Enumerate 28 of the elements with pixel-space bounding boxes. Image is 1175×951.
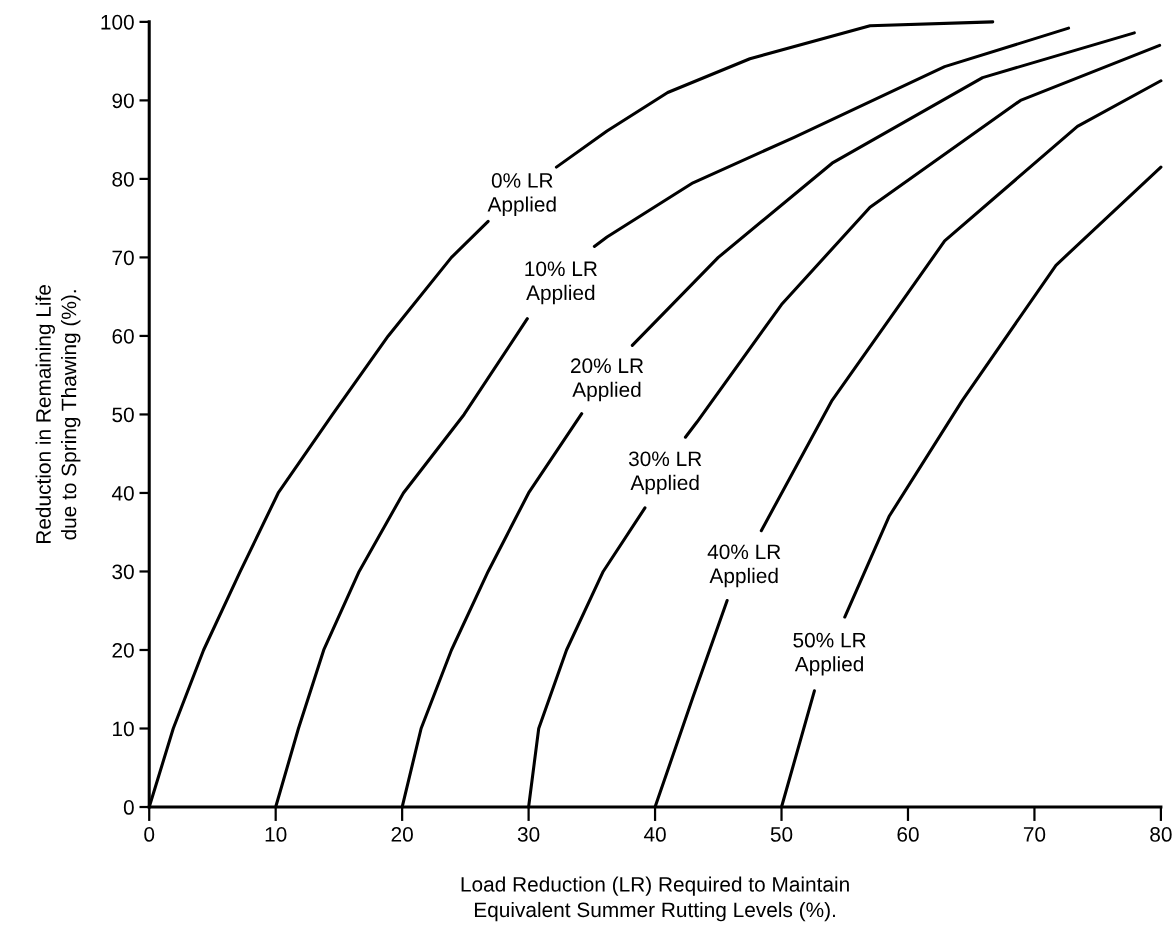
x-tick-label: 0 [144, 827, 155, 842]
y-tick-label: 80 [112, 171, 134, 187]
x-axis-title: Load Reduction (LR) Required to Maintain Equivalent Summer Rutting Levels (%). [461, 876, 849, 922]
annotation: 40% LR Applied [707, 544, 781, 588]
annotation: 0% LR Applied [487, 173, 556, 216]
y-tick-label: 20 [112, 642, 134, 658]
y-tick-label: 40 [111, 485, 134, 501]
y-tick-label: 0 [123, 800, 134, 815]
x-tick-label: 40 [643, 827, 666, 842]
x-tick-label: 30 [517, 827, 540, 842]
y-tick-label: 90 [112, 93, 134, 109]
annotation: 50% LR Applied [793, 632, 866, 676]
x-tick-label: 70 [1023, 827, 1046, 842]
annotation: 10% LR Applied [525, 261, 597, 305]
x-tick-label: 10 [265, 827, 287, 842]
y-tick-label: 50 [112, 407, 134, 423]
y-tick-label: 30 [112, 564, 134, 580]
x-tick-label: 80 [1150, 827, 1172, 842]
x-tick-label: 50 [770, 827, 793, 842]
y-tick-label: 70 [112, 250, 134, 266]
x-tick-label: 20 [391, 827, 413, 842]
annotation: 20% LR Applied [571, 358, 644, 402]
x-tick-label: 60 [897, 827, 919, 842]
y-tick-label: 10 [113, 721, 134, 737]
y-tick-label: 100 [101, 14, 134, 30]
y-axis-title: Reduction in Remaining Life due to Spring Thawing (%). [35, 285, 81, 544]
y-tick-label: 60 [112, 328, 134, 344]
annotation: 30% LR Applied [628, 451, 702, 495]
